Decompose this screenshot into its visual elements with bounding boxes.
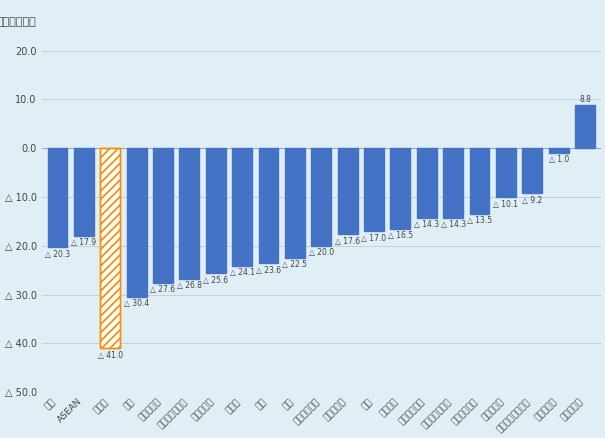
Bar [469, 148, 489, 214]
Bar [390, 148, 410, 229]
Bar [549, 148, 569, 153]
Text: △ 17.0: △ 17.0 [361, 233, 387, 243]
Bar [232, 148, 252, 266]
Text: △ 9.2: △ 9.2 [522, 195, 543, 205]
Text: △ 24.1: △ 24.1 [230, 268, 255, 277]
Bar [312, 148, 331, 246]
Bar [443, 148, 463, 218]
Bar [417, 148, 437, 218]
Text: 8.8: 8.8 [579, 95, 591, 104]
Text: △ 30.4: △ 30.4 [124, 299, 149, 308]
Text: △ 1.0: △ 1.0 [549, 155, 569, 165]
Bar [258, 148, 278, 263]
Bar [522, 148, 542, 193]
Bar [126, 148, 146, 297]
Text: △ 14.3: △ 14.3 [414, 220, 439, 230]
Bar [180, 148, 199, 279]
Bar [153, 148, 173, 283]
Bar [100, 148, 120, 348]
Bar [575, 105, 595, 148]
Bar [364, 148, 384, 231]
Bar [100, 148, 120, 348]
Text: △ 14.3: △ 14.3 [440, 220, 466, 230]
Text: △ 17.6: △ 17.6 [335, 237, 360, 246]
Text: △ 26.8: △ 26.8 [177, 281, 202, 290]
Bar [74, 148, 94, 236]
Text: △ 23.6: △ 23.6 [256, 266, 281, 275]
Text: △ 17.9: △ 17.9 [71, 238, 96, 247]
Text: △ 41.0: △ 41.0 [97, 351, 123, 360]
Text: △ 22.5: △ 22.5 [283, 261, 307, 269]
Text: △ 13.5: △ 13.5 [467, 216, 492, 226]
Text: △ 20.3: △ 20.3 [45, 250, 70, 259]
Text: （ポイント）: （ポイント） [0, 17, 37, 27]
Bar [206, 148, 226, 273]
Text: △ 10.1: △ 10.1 [494, 200, 518, 209]
Text: △ 27.6: △ 27.6 [151, 285, 175, 294]
Text: △ 16.5: △ 16.5 [388, 231, 413, 240]
Bar [48, 148, 67, 247]
Bar [285, 148, 305, 258]
Text: △ 20.0: △ 20.0 [309, 248, 334, 257]
Bar [338, 148, 358, 234]
Bar [496, 148, 516, 198]
Text: △ 25.6: △ 25.6 [203, 276, 228, 285]
